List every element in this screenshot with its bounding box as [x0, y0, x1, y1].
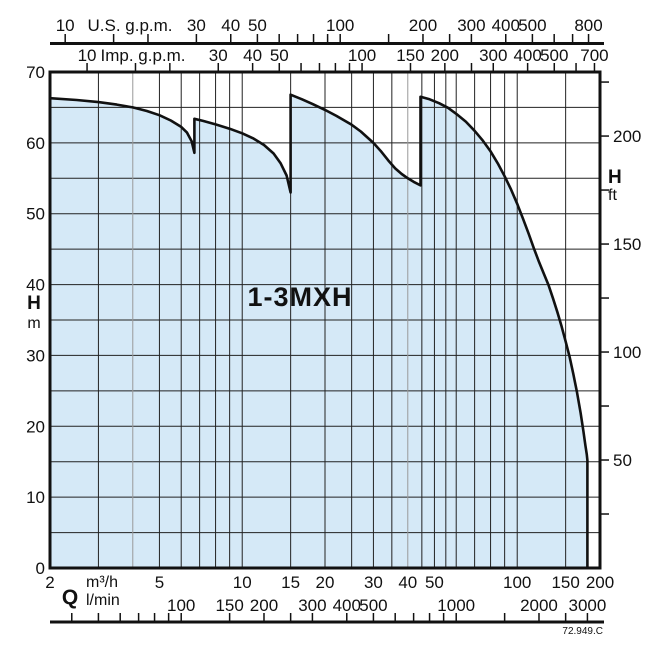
imp-gpm-tick-label: 300	[479, 46, 507, 65]
plot-border	[48, 70, 602, 570]
lmin-tick-label: 2000	[520, 596, 558, 615]
lmin-tick-label: 500	[359, 596, 387, 615]
us-gpm-tick-label: 500	[518, 16, 546, 35]
flow-m3h-tick-label: 50	[425, 573, 444, 592]
lmin-tick-label: 3000	[569, 596, 607, 615]
us-gpm-tick-label: 800	[574, 16, 602, 35]
flow-axis-letter: Q	[62, 586, 78, 609]
flow-m3h-tick-label: 30	[364, 573, 383, 592]
pump-family-label: 1-3MXH	[247, 282, 352, 312]
flow-m3h-tick-label: 15	[281, 573, 300, 592]
lmin-tick-label: 300	[298, 596, 326, 615]
imp-gpm-tick-label: 700	[580, 46, 608, 65]
head-m-tick-label: 0	[36, 559, 45, 578]
head-axis-letter-right: H	[608, 167, 622, 188]
imp-gpm-tick-label: 500	[540, 46, 568, 65]
head-ft-tick-label: 200	[613, 127, 641, 146]
flow-axis-lmin-unit: l/min	[86, 592, 120, 609]
flow-m3h-tick-label: 100	[503, 573, 531, 592]
head-m-tick-label: 20	[26, 417, 45, 436]
head-ft-tick-label: 100	[613, 343, 641, 362]
lmin-tick-label: 400	[333, 596, 361, 615]
imp-gpm-tick-label: 40	[243, 46, 262, 65]
head-m-tick-label: 50	[26, 205, 45, 224]
operating-range-area	[50, 94, 588, 568]
imp-gpm-tick-label: 200	[431, 46, 459, 65]
us-gpm-tick-label: 400	[492, 16, 520, 35]
us-gpm-tick-label: 200	[409, 16, 437, 35]
flow-axis-m3h-unit: m³/h	[86, 574, 118, 591]
us-gpm-tick-label: 50	[248, 16, 267, 35]
imp-gpm-tick-label: 50	[270, 46, 289, 65]
flow-m3h-tick-label: 2	[45, 573, 54, 592]
flow-m3h-tick-label: 200	[586, 573, 614, 592]
head-ft-tick-label: 150	[613, 235, 641, 254]
head-m-tick-label: 30	[26, 346, 45, 365]
lmin-tick-label: 200	[250, 596, 278, 615]
us-gpm-tick-label: 40	[221, 16, 240, 35]
head-axis-letter-left: H	[27, 293, 41, 314]
envelope-curve	[49, 93, 589, 568]
imp-gpm-tick-label: 10	[78, 46, 97, 65]
us-gpm-tick-label: 10	[56, 16, 75, 35]
us-gpm-tick-label: 100	[326, 16, 354, 35]
head-axis-m-unit: m	[27, 315, 40, 332]
imp-gpm-tick-label: 100	[348, 46, 376, 65]
flow-m3h-tick-label: 150	[551, 573, 579, 592]
drawing-code: 72.949.C	[562, 626, 603, 637]
lmin-tick-label: 100	[167, 596, 195, 615]
imp-gpm-axis-unit-label: Imp. g.p.m.	[100, 46, 185, 65]
lmin-tick-label: 1000	[437, 596, 475, 615]
head-m-tick-label: 10	[26, 488, 45, 507]
head-axis-ft-unit: ft	[608, 187, 617, 204]
head-m-tick-label: 40	[26, 276, 45, 295]
head-m-tick-label: 60	[26, 134, 45, 153]
flow-m3h-tick-label: 40	[398, 573, 417, 592]
imp-gpm-tick-label: 150	[396, 46, 424, 65]
flow-m3h-tick-label: 20	[316, 573, 335, 592]
head-m-tick-label: 70	[26, 63, 45, 82]
us-gpm-axis-unit-label: U.S. g.p.m.	[87, 16, 172, 35]
flow-m3h-tick-label: 10	[233, 573, 252, 592]
head-ft-tick-label: 50	[613, 451, 632, 470]
flow-m3h-tick-label: 5	[155, 573, 164, 592]
imp-gpm-tick-label: 400	[513, 46, 541, 65]
us-gpm-tick-label: 300	[457, 16, 485, 35]
lmin-tick-label: 150	[215, 596, 243, 615]
us-gpm-tick-label: 30	[187, 16, 206, 35]
imp-gpm-tick-label: 30	[209, 46, 228, 65]
